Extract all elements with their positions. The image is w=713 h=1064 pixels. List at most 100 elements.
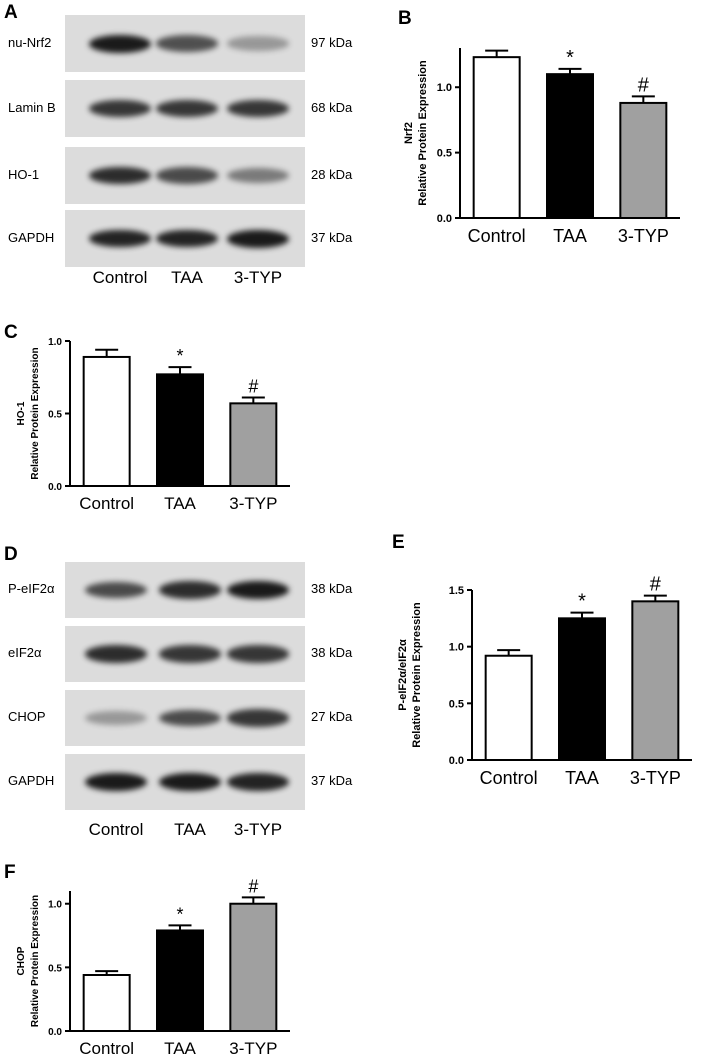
band: [227, 168, 289, 183]
significance-marker: *: [566, 47, 574, 69]
lane-label: Control: [92, 268, 148, 287]
bar: [558, 617, 606, 762]
lane-label: 3-TYP: [233, 268, 283, 287]
y-axis-label: Relative Protein Expression: [411, 602, 423, 748]
kda-label: 37 kDa: [311, 773, 353, 788]
band: [89, 229, 151, 248]
kda-label: 28 kDa: [311, 166, 353, 182]
significance-marker: #: [650, 574, 662, 596]
bar: [156, 373, 204, 487]
bar: [82, 355, 131, 488]
category-label: 3-TYP: [229, 1039, 277, 1058]
protein-label: HO-1: [8, 166, 40, 182]
significance-marker: *: [176, 346, 183, 366]
panel-letter-b: B: [398, 8, 412, 29]
protein-label: eIF2α: [8, 645, 42, 660]
bar: [229, 902, 278, 1032]
category-label: Control: [79, 494, 134, 513]
panel-letter-e: E: [392, 532, 405, 553]
bar: [229, 402, 278, 487]
y-axis-label: Nrf2: [403, 122, 415, 144]
bar-chart-c: 0.0 0.5 1.0 HO-1 Relative Protein Expression…: [16, 337, 290, 513]
blot-row-gapdh: [65, 210, 305, 267]
significance-marker: #: [248, 377, 258, 397]
bar-chart-b: 0.0 0.5 1.0 Nrf2 Relative Protein Expression…: [403, 47, 680, 246]
bar-chart-e: 0.0 0.5 1.0 1.5 P-eIF2α/eIF2α Relative Protei…: [397, 574, 692, 788]
y-tick-label: 0.0: [48, 1027, 62, 1038]
y-tick-label: 0.5: [48, 410, 62, 421]
category-label: TAA: [553, 226, 587, 246]
y-tick-label: 0.5: [437, 148, 452, 160]
protein-label: Lamin B: [8, 99, 56, 115]
protein-label: CHOP: [8, 709, 46, 724]
blot-row-p-eif2-: [65, 562, 305, 618]
kda-label: 37 kDa: [311, 229, 353, 245]
y-tick-label: 0.5: [48, 963, 62, 974]
blot-row-nu-nrf2: [65, 15, 305, 72]
blot-row-lamin-b: [65, 80, 305, 137]
kda-label: 38 kDa: [311, 581, 353, 596]
band: [227, 773, 289, 791]
protein-label: P-eIF2α: [8, 581, 55, 596]
significance-marker: *: [176, 904, 183, 924]
y-tick-label: 1.5: [449, 585, 464, 597]
panel-letter-a: A: [4, 2, 18, 23]
significance-marker: *: [578, 591, 586, 613]
band: [227, 36, 289, 51]
band: [227, 99, 289, 118]
band: [85, 710, 147, 726]
kda-label: 27 kDa: [311, 709, 353, 724]
y-tick-label: 1.0: [48, 337, 62, 348]
band: [156, 167, 218, 184]
y-axis-label: Relative Protein Expression: [417, 60, 429, 206]
category-label: Control: [480, 768, 538, 788]
band: [227, 709, 289, 727]
lane-label: 3-TYP: [233, 820, 283, 839]
category-label: 3-TYP: [229, 494, 277, 513]
y-tick-label: 1.0: [449, 642, 464, 654]
category-label: TAA: [164, 494, 196, 513]
band: [156, 35, 218, 52]
y-tick-label: 1.0: [437, 82, 452, 94]
kda-label: 68 kDa: [311, 99, 353, 115]
protein-label: GAPDH: [8, 229, 55, 245]
category-label: 3-TYP: [630, 768, 681, 788]
protein-label: nu-Nrf2: [8, 34, 52, 50]
y-axis-label: CHOP: [16, 946, 27, 975]
y-tick-label: 0.0: [437, 213, 452, 225]
lane-label: TAA: [174, 820, 206, 839]
category-label: Control: [79, 1039, 134, 1058]
category-label: 3-TYP: [618, 226, 669, 246]
y-tick-label: 1.0: [48, 900, 62, 911]
bar: [156, 929, 204, 1032]
y-tick-label: 0.0: [48, 482, 62, 493]
blot-row-eif2-: [65, 626, 305, 682]
bar: [546, 73, 594, 220]
band: [85, 581, 147, 599]
y-axis-label: Relative Protein Expression: [30, 347, 41, 479]
bar-chart-f: 0.0 0.5 1.0 CHOP Relative Protein Expression…: [16, 876, 290, 1058]
significance-marker: #: [248, 876, 258, 896]
category-label: TAA: [565, 768, 599, 788]
band: [227, 645, 289, 663]
significance-marker: #: [638, 74, 650, 96]
band: [89, 99, 151, 118]
blot-row-ho-1: [65, 147, 305, 204]
band: [159, 645, 221, 663]
lane-label: Control: [88, 820, 144, 839]
band: [159, 581, 221, 599]
y-axis-label: HO-1: [16, 401, 27, 425]
category-label: Control: [468, 226, 526, 246]
band: [159, 773, 221, 791]
band: [227, 581, 289, 599]
y-tick-label: 0.0: [449, 755, 464, 767]
bar: [631, 600, 680, 762]
bar: [484, 654, 533, 761]
band: [89, 34, 151, 53]
y-tick-label: 0.5: [449, 698, 464, 710]
bar: [619, 101, 668, 219]
band: [89, 166, 151, 185]
panel-letter-c: C: [4, 322, 18, 343]
bar: [82, 974, 131, 1032]
panel-letter-f: F: [4, 862, 16, 883]
